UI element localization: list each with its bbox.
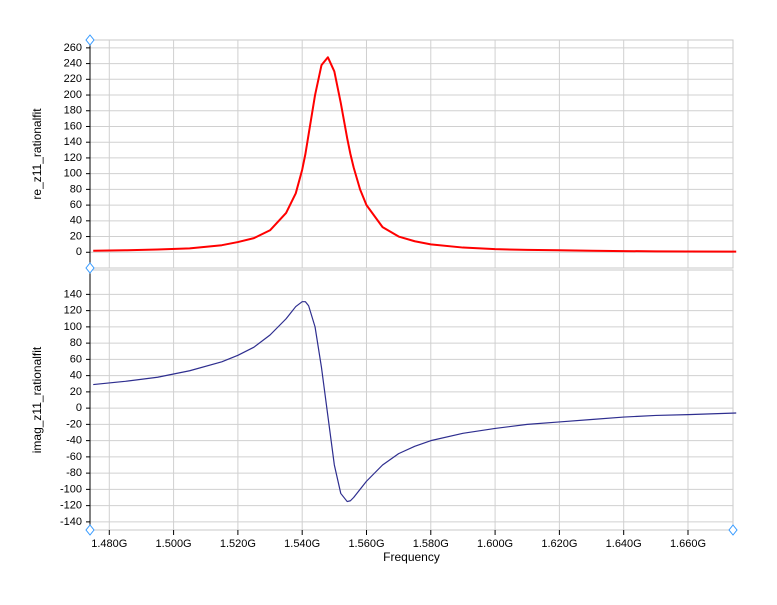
data-line	[93, 56, 737, 253]
y-tick-label: -20	[66, 418, 82, 430]
y-tick-label: 60	[70, 199, 82, 211]
panel-handle	[85, 34, 95, 46]
x-tick-label: 1.660G	[670, 538, 706, 550]
y-tick-label: -100	[60, 483, 82, 495]
x-tick-label: 1.580G	[413, 538, 449, 550]
panel-handle	[85, 262, 95, 274]
y-tick-label: 20	[70, 230, 82, 242]
y-tick-label: 60	[70, 353, 82, 365]
y-tick-label: 180	[64, 105, 82, 117]
y-tick-label: 120	[64, 152, 82, 164]
y-tick-label: -60	[66, 451, 82, 463]
data-line	[93, 301, 737, 503]
y-tick-label: 200	[64, 89, 82, 101]
y-tick-label: -120	[60, 500, 82, 512]
y-tick-label: 0	[76, 246, 82, 258]
y-tick-label: -40	[66, 435, 82, 447]
y-tick-label: 80	[70, 183, 82, 195]
y-tick-label: 220	[64, 73, 82, 85]
y-tick-label: -140	[60, 516, 82, 528]
x-tick-label: 1.500G	[156, 538, 192, 550]
x-tick-label: 1.560G	[348, 538, 384, 550]
y-tick-label: 120	[64, 305, 82, 317]
y-tick-label: 100	[64, 321, 82, 333]
plot-area	[89, 269, 734, 531]
y-tick-label: 40	[70, 370, 82, 382]
x-tick-label: 1.620G	[541, 538, 577, 550]
y-tick-label: 20	[70, 386, 82, 398]
y-axis-label: re_z11_rationalfit	[30, 108, 44, 200]
x-tick-label: 1.600G	[477, 538, 513, 550]
y-axis-label: imag_z11_rationalfit	[30, 346, 44, 453]
y-tick-label: 140	[64, 136, 82, 148]
panel-handle	[85, 524, 95, 536]
panel-handle	[728, 524, 738, 536]
y-tick-label: 240	[64, 57, 82, 69]
y-tick-label: 140	[64, 288, 82, 300]
x-tick-label: 1.520G	[220, 538, 256, 550]
x-tick-label: 1.540G	[284, 538, 320, 550]
y-tick-label: 0	[76, 402, 82, 414]
x-tick-label: 1.640G	[606, 538, 642, 550]
x-axis-label: Frequency	[383, 550, 440, 564]
y-tick-label: 80	[70, 337, 82, 349]
y-tick-label: 160	[64, 120, 82, 132]
y-tick-label: 100	[64, 168, 82, 180]
plot-area	[89, 39, 734, 269]
y-tick-label: -80	[66, 467, 82, 479]
x-tick-label: 1.480G	[91, 538, 127, 550]
y-tick-label: 260	[64, 42, 82, 54]
y-tick-label: 40	[70, 215, 82, 227]
